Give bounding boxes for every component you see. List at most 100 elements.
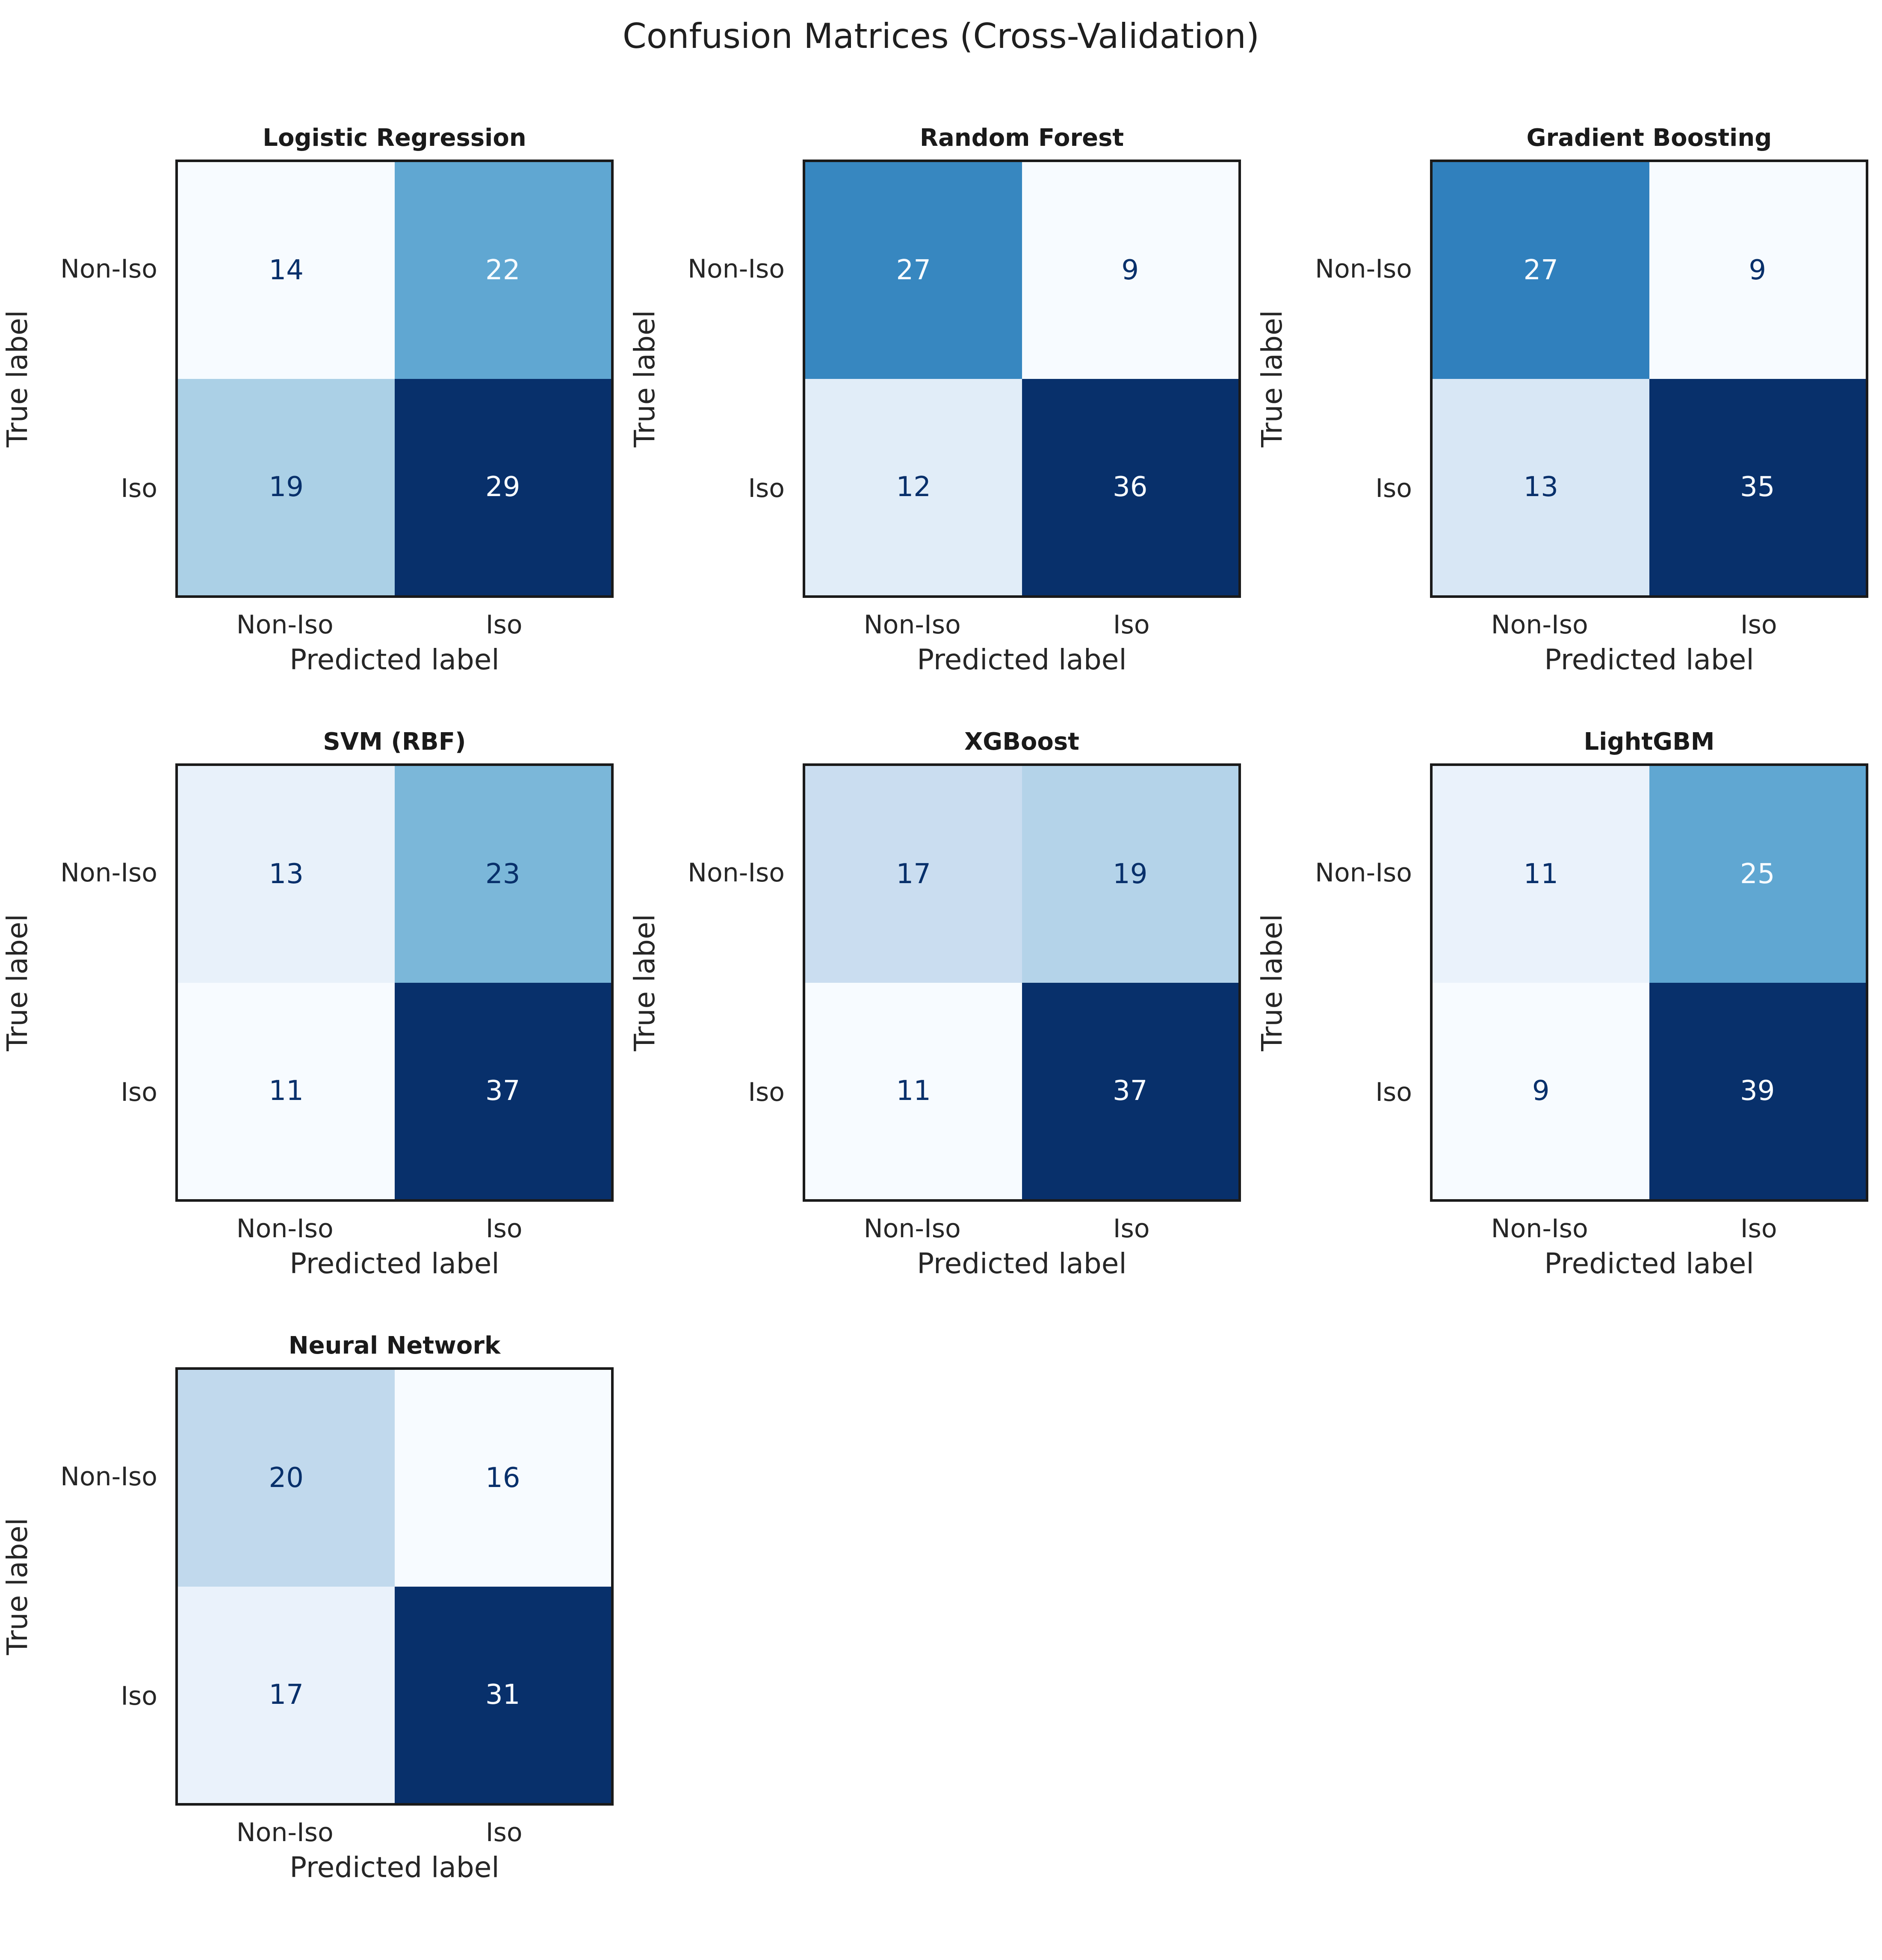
matrix-cell: 27 <box>805 162 1022 379</box>
x-tick-label: Non-Iso <box>236 1214 334 1244</box>
x-tick-label: Non-Iso <box>1491 610 1588 640</box>
y-tick-label: Iso <box>1375 1077 1412 1107</box>
matrix-cell: 9 <box>1433 982 1649 1199</box>
y-tick-labels: Non-Iso Iso <box>662 763 803 1202</box>
y-tick-label: Non-Iso <box>688 254 785 284</box>
matrix-cell: 14 <box>178 162 395 379</box>
x-tick-label: Non-Iso <box>863 1214 961 1244</box>
subplot-lightgbm: LightGBM True label Non-Iso Iso 11 25 9 … <box>1255 724 1882 1287</box>
y-tick-label: Iso <box>1375 473 1412 503</box>
y-axis: True label <box>0 160 34 598</box>
x-tick-label: Iso <box>1740 610 1777 640</box>
subplot-gradient-boosting: Gradient Boosting True label Non-Iso Iso… <box>1255 120 1882 683</box>
cell-value: 27 <box>896 254 931 287</box>
plots-grid: Logistic Regression True label Non-Iso I… <box>0 120 1882 1891</box>
cell-value: 37 <box>1113 1075 1148 1107</box>
x-tick-label: Iso <box>1113 610 1150 640</box>
y-axis-label: True label <box>628 914 661 1051</box>
y-tick-label: Iso <box>748 1077 785 1107</box>
y-tick-labels: Non-Iso Iso <box>662 160 803 598</box>
matrix-cell: 35 <box>1649 378 1866 595</box>
y-axis-label: True label <box>1255 914 1288 1051</box>
matrix-cell: 37 <box>394 982 611 1199</box>
y-axis-label: True label <box>0 1518 34 1655</box>
matrix-cell: 39 <box>1649 982 1866 1199</box>
cell-value: 9 <box>1121 254 1139 287</box>
matrix-cell: 25 <box>1649 766 1866 983</box>
subplot-title: Random Forest <box>919 124 1124 152</box>
x-tick-labels: Non-Iso Iso <box>803 598 1241 641</box>
matrix-cell: 20 <box>178 1370 395 1587</box>
cell-value: 17 <box>896 858 931 890</box>
x-axis-label: Predicted label <box>1544 1247 1754 1280</box>
cell-value: 13 <box>1523 471 1558 503</box>
x-tick-labels: Non-Iso Iso <box>1430 1202 1868 1245</box>
cell-value: 11 <box>269 1075 304 1107</box>
y-tick-labels: Non-Iso Iso <box>34 1367 175 1806</box>
matrix-cell: 23 <box>394 766 611 983</box>
confusion-matrix: 20 16 17 31 <box>175 1367 614 1806</box>
x-tick-label: Non-Iso <box>1491 1214 1588 1244</box>
confusion-matrix: 14 22 19 29 <box>175 160 614 598</box>
x-axis-label: Predicted label <box>917 643 1127 676</box>
matrix-cell: 27 <box>1433 162 1649 379</box>
y-axis-label: True label <box>0 310 34 447</box>
y-axis: True label <box>627 160 662 598</box>
y-tick-labels: Non-Iso Iso <box>34 160 175 598</box>
matrix-cell: 12 <box>805 378 1022 595</box>
y-tick-label: Non-Iso <box>60 254 157 284</box>
y-axis-label: True label <box>1255 310 1288 447</box>
cell-value: 31 <box>485 1679 520 1711</box>
matrix-cell: 19 <box>1022 766 1238 983</box>
matrix-cell: 22 <box>394 162 611 379</box>
y-tick-label: Iso <box>121 473 157 503</box>
subplot-title: Neural Network <box>288 1332 501 1360</box>
confusion-matrix: 11 25 9 39 <box>1430 763 1868 1202</box>
confusion-matrix: 13 23 11 37 <box>175 763 614 1202</box>
subplot-title: Logistic Regression <box>263 124 526 152</box>
x-tick-labels: Non-Iso Iso <box>175 1202 614 1245</box>
subplot-title: LightGBM <box>1584 728 1715 756</box>
cell-value: 39 <box>1740 1075 1775 1107</box>
confusion-matrix: 17 19 11 37 <box>803 763 1241 1202</box>
cell-value: 11 <box>896 1075 931 1107</box>
cell-value: 9 <box>1749 254 1767 287</box>
x-tick-label: Non-Iso <box>236 610 334 640</box>
subplot-svm-rbf: SVM (RBF) True label Non-Iso Iso 13 23 1… <box>0 724 627 1287</box>
matrix-cell: 19 <box>178 378 395 595</box>
cell-value: 25 <box>1740 858 1775 890</box>
cell-value: 22 <box>485 254 520 287</box>
matrix-cell: 13 <box>1433 378 1649 595</box>
y-tick-labels: Non-Iso Iso <box>34 763 175 1202</box>
matrix-cell: 29 <box>394 378 611 595</box>
subplot-logistic-regression: Logistic Regression True label Non-Iso I… <box>0 120 627 683</box>
confusion-matrix: 27 9 13 35 <box>1430 160 1868 598</box>
cell-value: 29 <box>485 471 520 503</box>
x-tick-labels: Non-Iso Iso <box>175 598 614 641</box>
matrix-cell: 31 <box>394 1586 611 1803</box>
y-axis: True label <box>1255 160 1289 598</box>
y-tick-label: Non-Iso <box>688 858 785 888</box>
x-tick-label: Iso <box>1740 1214 1777 1244</box>
x-tick-label: Iso <box>485 1818 523 1848</box>
x-tick-labels: Non-Iso Iso <box>175 1806 614 1848</box>
matrix-cell: 9 <box>1022 162 1238 379</box>
x-tick-label: Non-Iso <box>236 1818 334 1848</box>
x-tick-label: Iso <box>485 610 523 640</box>
y-tick-label: Non-Iso <box>1315 858 1412 888</box>
cell-value: 23 <box>485 858 520 890</box>
cell-value: 12 <box>896 471 931 503</box>
y-axis: True label <box>627 763 662 1202</box>
x-tick-label: Iso <box>1113 1214 1150 1244</box>
x-tick-label: Non-Iso <box>863 610 961 640</box>
cell-value: 37 <box>485 1075 520 1107</box>
y-tick-label: Iso <box>748 473 785 503</box>
matrix-cell: 13 <box>178 766 395 983</box>
subplot-xgboost: XGBoost True label Non-Iso Iso 17 19 11 … <box>627 724 1255 1287</box>
subplot-title: Gradient Boosting <box>1526 124 1772 152</box>
matrix-cell: 16 <box>394 1370 611 1587</box>
matrix-cell: 9 <box>1649 162 1866 379</box>
cell-value: 13 <box>269 858 304 890</box>
y-tick-labels: Non-Iso Iso <box>1289 160 1430 598</box>
cell-value: 20 <box>269 1462 304 1494</box>
